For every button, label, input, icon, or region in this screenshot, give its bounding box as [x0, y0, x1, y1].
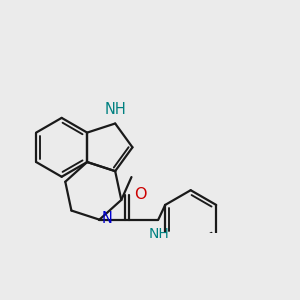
Text: NH: NH: [149, 226, 170, 241]
Text: O: O: [134, 187, 147, 202]
Text: NH: NH: [105, 101, 127, 116]
Text: N: N: [102, 211, 113, 226]
